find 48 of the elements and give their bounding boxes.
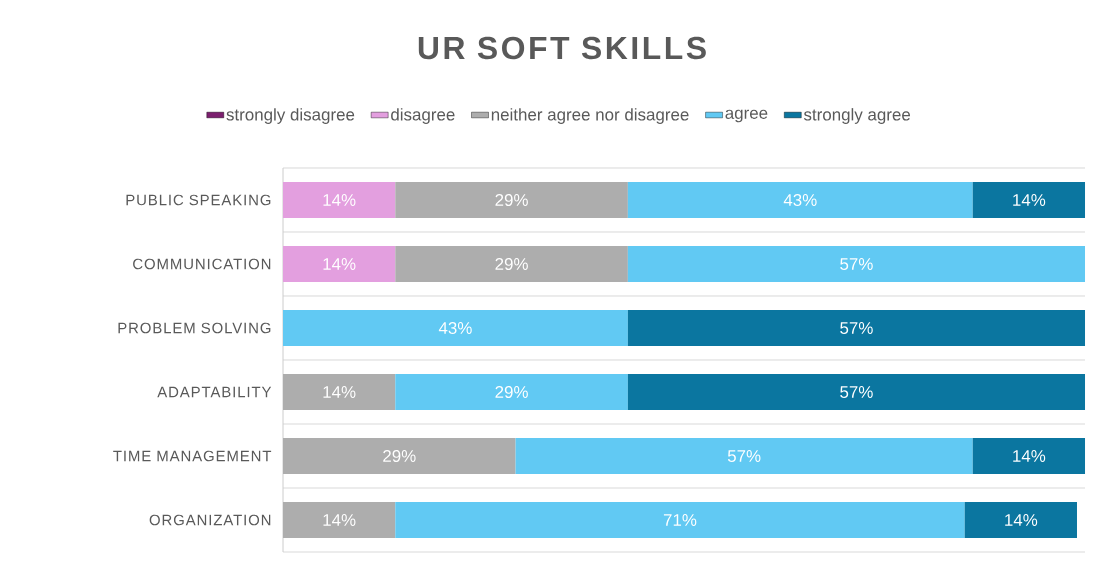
data-label: 43%	[783, 194, 817, 206]
bar	[283, 182, 396, 218]
bar	[964, 502, 1077, 538]
bar	[627, 246, 1086, 282]
data-label: 14%	[323, 194, 356, 206]
bar	[395, 502, 965, 538]
data-label: 14%	[1013, 450, 1046, 462]
data-label: 14%	[323, 386, 356, 398]
data-label: 14%	[1013, 194, 1046, 206]
bar	[395, 182, 628, 218]
y-tick-label: PUBLIC SPEAKING	[126, 194, 271, 206]
bar	[283, 310, 628, 346]
data-label: 43%	[438, 322, 472, 334]
data-label: 14%	[323, 258, 356, 270]
legend-label: strongly disagree	[226, 108, 355, 124]
legend-label: neither agree nor disagree	[491, 108, 689, 124]
legend-label: strongly agree	[803, 108, 911, 124]
legend-label: agree	[725, 109, 768, 123]
y-tick-label: PROBLEM SOLVING	[118, 322, 271, 334]
data-label: 29%	[383, 450, 416, 462]
bar	[627, 182, 973, 218]
bar	[972, 438, 1086, 474]
data-label: 57%	[840, 386, 873, 398]
chart-title: UR SOFT SKILLS	[418, 36, 706, 60]
data-label: 57%	[840, 322, 873, 334]
bar	[283, 502, 396, 538]
y-tick-label: ORGANIZATION	[149, 514, 271, 526]
bar	[395, 246, 628, 282]
bar	[395, 374, 628, 410]
legend-label: disagree	[391, 108, 455, 124]
data-label: 14%	[1005, 514, 1038, 526]
bar	[627, 374, 1086, 410]
bar	[283, 246, 396, 282]
bar	[283, 438, 516, 474]
data-label: 14%	[323, 514, 356, 526]
data-label: 29%	[495, 258, 528, 270]
y-tick-label: ADAPTABILITY	[157, 386, 272, 398]
bar	[972, 182, 1086, 218]
data-label: 57%	[840, 258, 873, 270]
data-label: 29%	[495, 386, 528, 398]
y-tick-label: COMMUNICATION	[133, 258, 271, 270]
data-label: 71%	[663, 514, 697, 526]
data-label: 57%	[727, 450, 761, 462]
y-tick-label: TIME MANAGEMENT	[113, 450, 272, 462]
data-label: 29%	[495, 194, 528, 206]
bar	[515, 438, 973, 474]
bar	[627, 310, 1086, 346]
bar	[283, 374, 396, 410]
